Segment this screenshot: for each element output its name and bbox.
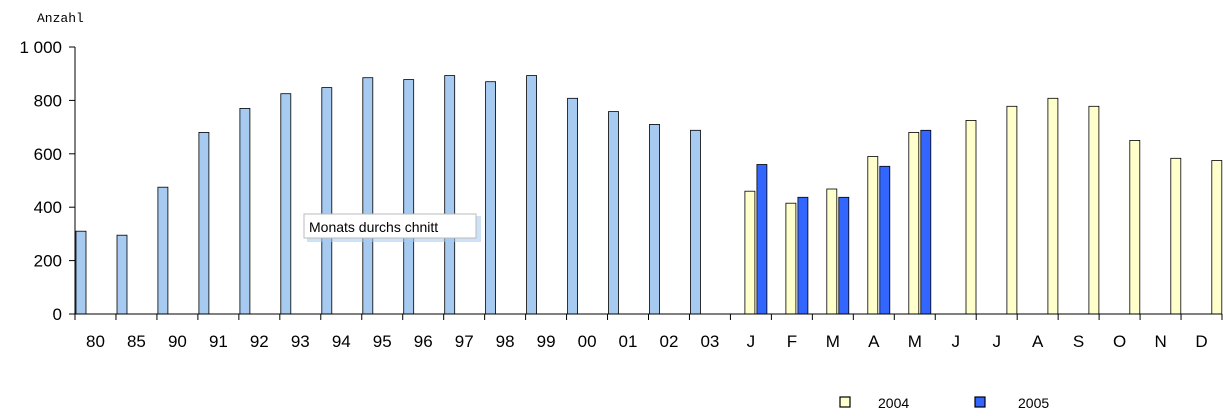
y-tick-label: 1 000 <box>19 38 62 57</box>
legend-swatch-2004 <box>839 396 851 408</box>
bar-average-02 <box>649 124 660 315</box>
bar-2005-M <box>838 196 850 315</box>
x-tick-label: 99 <box>537 332 556 351</box>
x-tick-label: J <box>747 332 756 351</box>
x-tick-label: 00 <box>578 332 597 351</box>
y-tick-label: 200 <box>34 252 62 271</box>
x-tick-label: J <box>992 332 1001 351</box>
legend-label-2005: 2005 <box>1018 395 1049 411</box>
bar-average-91 <box>198 131 210 315</box>
x-tick-label: 96 <box>414 332 433 351</box>
x-tick-label: D <box>1195 332 1207 351</box>
x-tick-label: 91 <box>209 332 228 351</box>
x-tick-label: 02 <box>660 332 679 351</box>
legend-swatch-2005 <box>974 396 986 408</box>
bar-average-96 <box>403 79 415 315</box>
x-tick-label: O <box>1113 332 1126 351</box>
x-tick-label: S <box>1073 332 1084 351</box>
bar-2004-M <box>908 131 920 315</box>
annotation-label: Monats durchs chnitt <box>309 219 438 235</box>
y-tick-label: 800 <box>34 91 62 110</box>
bar-average-92 <box>239 108 251 315</box>
bar-2005-J <box>756 164 768 315</box>
bar-2004-O <box>1129 139 1141 315</box>
x-tick-label: N <box>1154 332 1166 351</box>
bar-2004-A <box>1047 97 1059 315</box>
bar-2004-N <box>1170 157 1182 315</box>
bar-2004-J <box>965 120 977 315</box>
bar-2005-A <box>879 165 891 315</box>
bar-average-98 <box>485 81 497 315</box>
bar-average-80 <box>75 230 87 315</box>
monthly-average-annotation: Monats durchs chnitt <box>303 213 481 242</box>
x-tick-label: 98 <box>496 332 515 351</box>
bars-group <box>75 75 1223 315</box>
bar-average-94 <box>321 87 333 315</box>
x-tick-label: 92 <box>250 332 269 351</box>
bar-2004-J <box>744 190 756 315</box>
bar-2004-A <box>867 156 879 315</box>
x-tick-label: 94 <box>332 332 351 351</box>
bar-average-97 <box>444 75 456 315</box>
bar-2004-M <box>826 188 838 315</box>
bar-average-03 <box>690 129 701 315</box>
x-tick-label: M <box>826 332 840 351</box>
y-tick-label: 400 <box>34 198 62 217</box>
x-tick-label: F <box>787 332 797 351</box>
bar-2005-M <box>920 129 932 315</box>
y-axis-ticks: 0 200 400 600 800 1 000 <box>19 38 75 324</box>
y-tick-label: 0 <box>53 305 62 324</box>
bar-2004-F <box>785 202 797 315</box>
x-tick-label: J <box>951 332 960 351</box>
x-tick-label: M <box>908 332 922 351</box>
bar-average-85 <box>116 234 128 315</box>
x-tick-label: 01 <box>619 332 638 351</box>
x-axis-ticks: 80 85 90 91 92 93 94 95 96 97 98 99 00 01 02 03 J F M A M J J A… <box>74 314 1223 351</box>
bar-average-90 <box>157 186 169 315</box>
legend: 2004 2005 <box>839 395 1049 411</box>
bar-2004-D <box>1211 160 1223 315</box>
x-tick-label: 85 <box>127 332 146 351</box>
bar-average-93 <box>280 93 292 315</box>
x-tick-label: A <box>1032 332 1044 351</box>
bar-average-00 <box>567 97 578 315</box>
x-tick-label: 97 <box>455 332 474 351</box>
y-tick-label: 600 <box>34 145 62 164</box>
x-tick-label: 93 <box>291 332 310 351</box>
bar-average-99 <box>526 75 537 315</box>
x-tick-label: A <box>868 332 880 351</box>
bar-2004-S <box>1088 105 1100 315</box>
x-tick-label: 90 <box>168 332 187 351</box>
bar-2004-J <box>1006 105 1018 315</box>
x-tick-label: 80 <box>86 332 105 351</box>
x-tick-label: 03 <box>700 332 719 351</box>
bar-average-95 <box>362 77 374 315</box>
bar-average-01 <box>608 111 619 315</box>
legend-label-2004: 2004 <box>878 395 909 411</box>
bar-2005-F <box>797 196 809 315</box>
x-tick-label: 95 <box>373 332 392 351</box>
y-axis-title: Anzahl <box>37 11 84 26</box>
